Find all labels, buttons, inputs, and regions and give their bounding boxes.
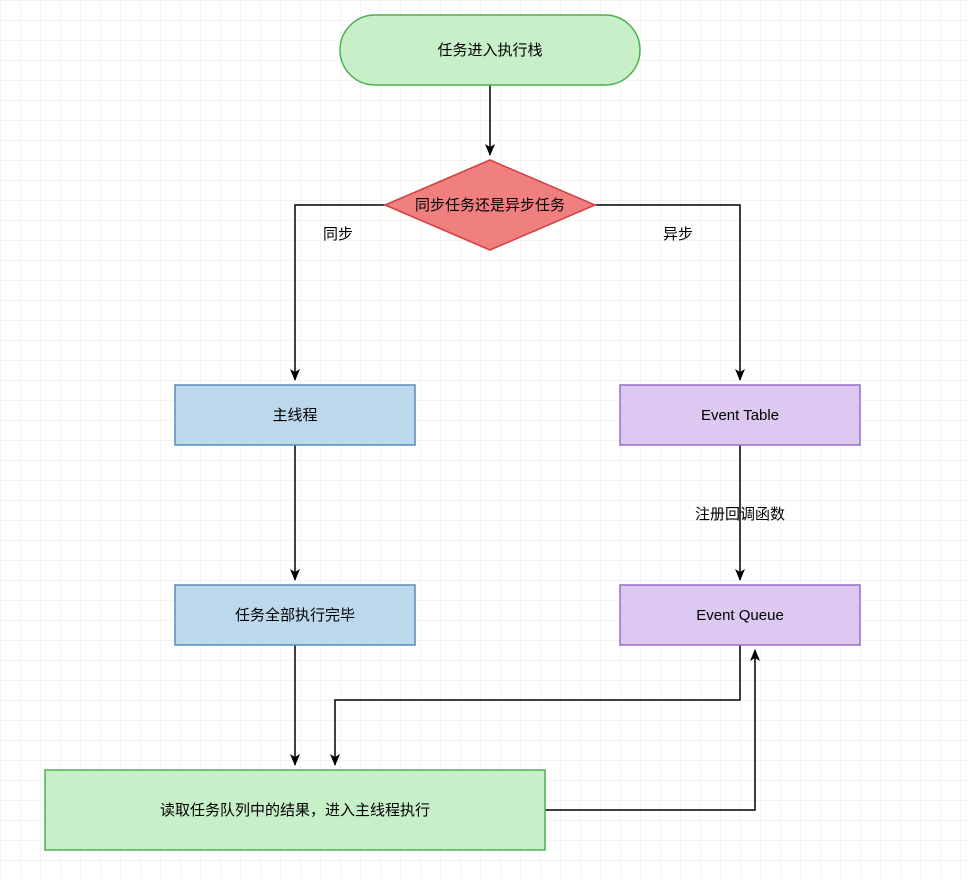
node-label-eventqueue: Event Queue: [696, 607, 784, 624]
edge-label-e3: 异步: [663, 226, 693, 243]
node-start: 任务进入执行栈: [340, 15, 640, 85]
node-label-eventtable: Event Table: [701, 407, 779, 424]
node-decision: 同步任务还是异步任务: [385, 160, 595, 250]
nodes-layer: 任务进入执行栈同步任务还是异步任务主线程 Event Table 任务全部执行完毕 E…: [45, 15, 860, 850]
node-eventtable: Event Table: [620, 385, 860, 445]
node-alldone: 任务全部执行完毕: [175, 585, 415, 645]
node-label-mainthread: 主线程: [272, 407, 317, 424]
edge-label-e5: 注册回调函数: [695, 506, 785, 523]
edge-labels-layer: 同步 异步注册回调函数: [323, 226, 785, 523]
node-label-readqueue: 读取任务队列中的结果，进入主线程执行: [160, 802, 430, 819]
edge-e8: [545, 650, 755, 810]
node-eventqueue: Event Queue: [620, 585, 860, 645]
node-readqueue: 读取任务队列中的结果，进入主线程执行: [45, 770, 545, 850]
node-label-alldone: 任务全部执行完毕: [235, 606, 355, 624]
edge-label-e2: 同步: [323, 226, 353, 243]
node-mainthread: 主线程: [175, 385, 415, 445]
flowchart-canvas: 任务进入执行栈同步任务还是异步任务主线程 Event Table 任务全部执行完毕 E…: [0, 0, 968, 879]
node-label-decision: 同步任务还是异步任务: [415, 197, 565, 214]
edge-e7: [335, 645, 740, 765]
node-label-start: 任务进入执行栈: [437, 42, 542, 59]
